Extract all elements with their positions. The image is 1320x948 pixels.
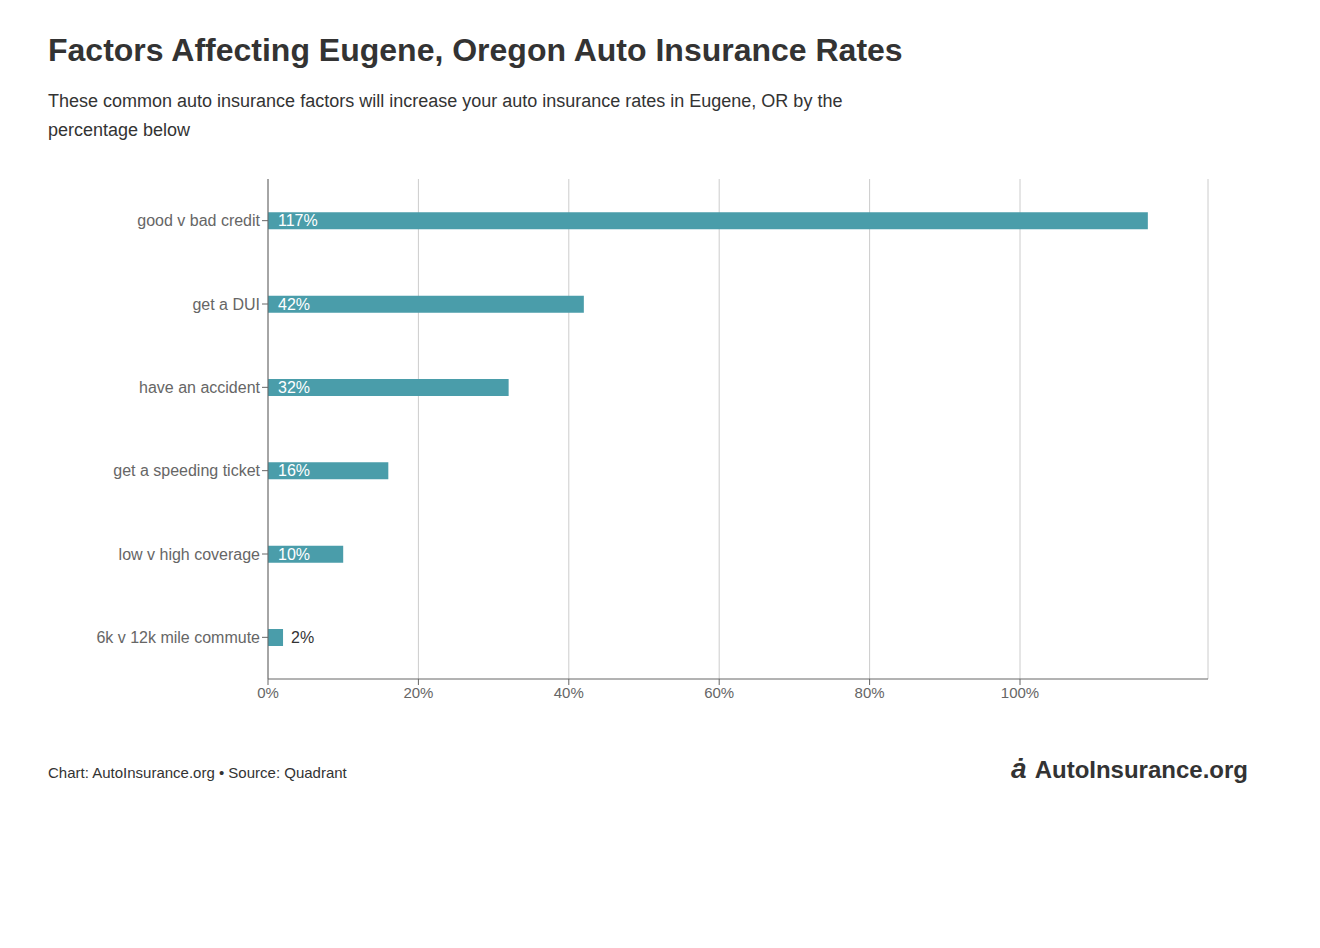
svg-text:2%: 2% bbox=[291, 629, 314, 646]
html-text:Factors Affecting Eugene, Oreg: Factors Affecting Eugene, Oregon Auto In… bbox=[48, 32, 903, 68]
html-text:Chart: AutoInsurance.org • Sou: Chart: AutoInsurance.org • Source: Quadr… bbox=[48, 763, 347, 781]
svg-text:100%: 100% bbox=[1001, 683, 1039, 700]
html-text:ȧ AutoInsurance.org: ȧ AutoInsurance.org bbox=[1011, 752, 1248, 784]
svg-text:get a DUI: get a DUI bbox=[192, 295, 260, 312]
svg-text:16%: 16% bbox=[278, 462, 310, 479]
svg-text:get a speeding ticket: get a speeding ticket bbox=[113, 462, 260, 479]
svg-text:6k v 12k mile commute: 6k v 12k mile commute bbox=[96, 629, 260, 646]
svg-text:117%: 117% bbox=[278, 212, 318, 229]
svg-text:80%: 80% bbox=[855, 683, 885, 700]
svg-text:42%: 42% bbox=[278, 295, 310, 312]
svg-text:good v bad credit: good v bad credit bbox=[137, 212, 260, 229]
svg-text:20%: 20% bbox=[403, 683, 433, 700]
svg-text:10%: 10% bbox=[278, 545, 310, 562]
svg-text:32%: 32% bbox=[278, 379, 310, 396]
svg-text:40%: 40% bbox=[554, 683, 584, 700]
svg-text:0%: 0% bbox=[257, 683, 279, 700]
html-text:These common auto insurance fa: These common auto insurance factors will… bbox=[48, 91, 843, 140]
svg-text:have an accident: have an accident bbox=[139, 379, 261, 396]
svg-text:60%: 60% bbox=[704, 683, 734, 700]
svg-text:low v high coverage: low v high coverage bbox=[119, 545, 261, 562]
